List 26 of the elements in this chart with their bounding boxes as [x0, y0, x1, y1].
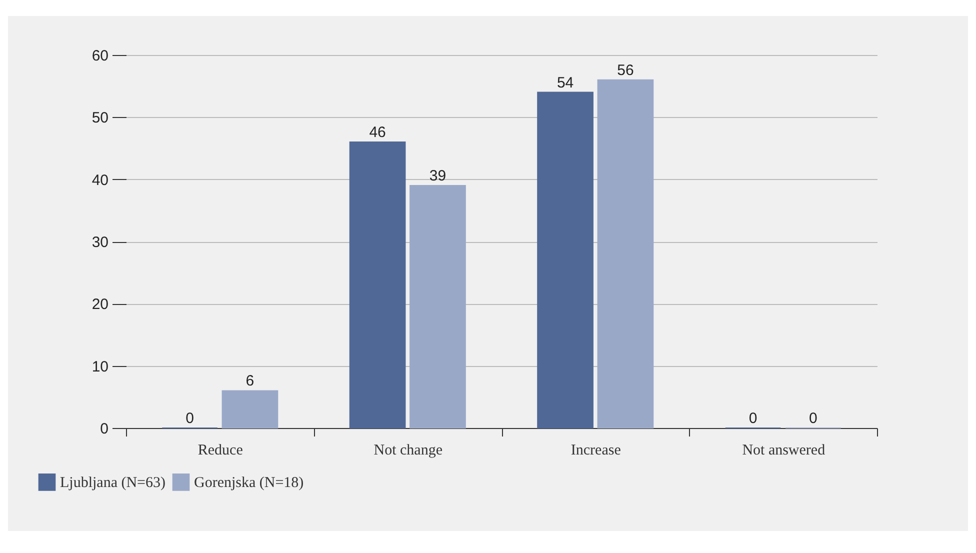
- bar: [410, 185, 466, 428]
- x-tick-label: Increase: [570, 442, 622, 458]
- bar: [537, 92, 594, 428]
- y-tick-label: 60: [92, 48, 108, 64]
- legend-label: Ljubljana (N=63): [60, 475, 166, 492]
- bar: [222, 390, 278, 428]
- bar: [597, 79, 654, 428]
- data-label: 54: [556, 74, 574, 92]
- data-label: 46: [369, 124, 386, 142]
- y-tick-label: 0: [100, 420, 108, 438]
- data-label: 0: [809, 410, 818, 427]
- y-tick-label: 50: [92, 110, 108, 127]
- data-label: 39: [429, 168, 446, 185]
- y-tick-label: 10: [92, 358, 108, 376]
- data-label: 0: [186, 410, 194, 427]
- y-tick-label: 20: [92, 296, 108, 314]
- data-label: 56: [617, 62, 634, 79]
- bar: [349, 142, 406, 428]
- x-tick-label: Not change: [374, 442, 443, 458]
- x-tick-label: Reduce: [198, 442, 244, 458]
- y-tick-label: 40: [92, 172, 108, 189]
- data-label: 0: [748, 410, 758, 427]
- data-label: 6: [246, 372, 254, 390]
- x-tick-label: Not answered: [742, 442, 826, 458]
- legend-label: Gorenjska (N=18): [194, 475, 304, 492]
- y-tick-label: 30: [92, 234, 108, 251]
